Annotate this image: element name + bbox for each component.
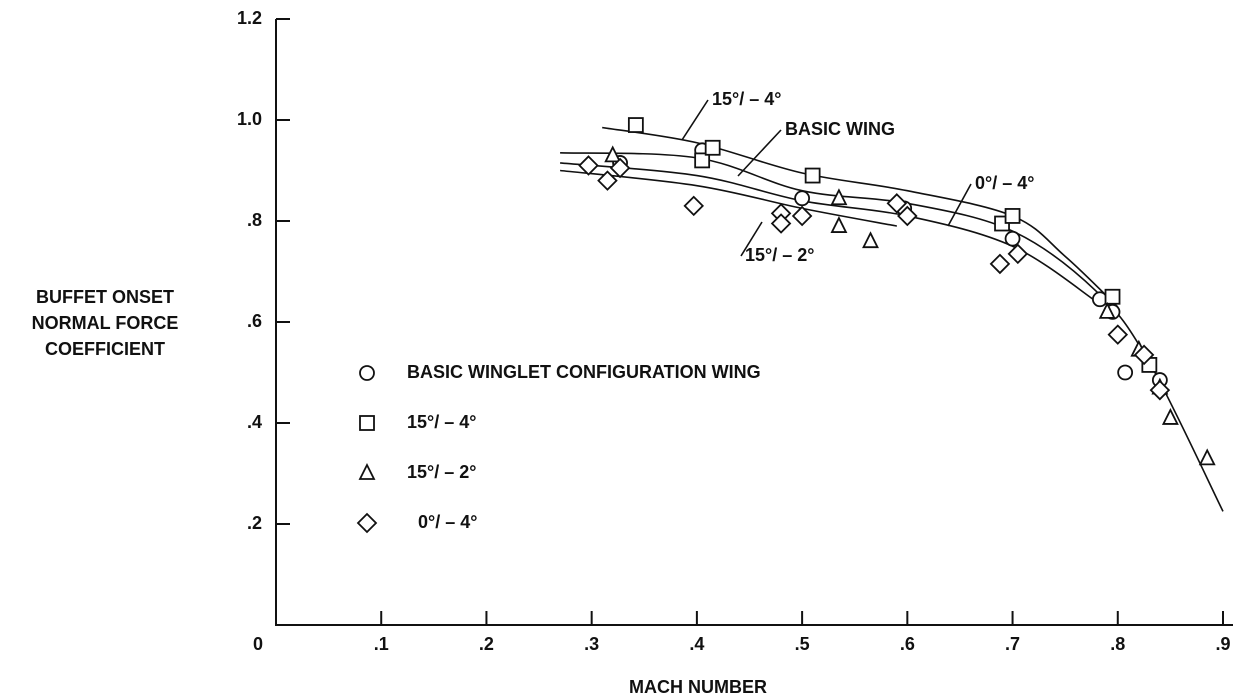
marker	[704, 139, 721, 156]
marker	[597, 170, 618, 191]
marker	[1161, 407, 1179, 425]
marker	[359, 415, 375, 431]
marker	[1107, 324, 1129, 345]
x-tick-label: .7	[1005, 634, 1020, 654]
marker	[1098, 301, 1116, 319]
leader-line	[947, 183, 972, 227]
y-tick-label: .6	[247, 311, 262, 331]
y-tick-label: 1.0	[237, 109, 262, 129]
curve-label: 15°/ – 4°	[712, 89, 781, 109]
leader-line	[740, 221, 763, 257]
marker	[1117, 364, 1134, 381]
marker	[989, 253, 1011, 275]
marker	[1133, 344, 1155, 366]
marker	[627, 117, 644, 133]
axes	[275, 19, 1233, 626]
x-tick-label: .5	[795, 634, 810, 654]
marker	[578, 155, 599, 176]
y-tick-label: .8	[247, 210, 262, 230]
curve-label: BASIC WING	[785, 119, 895, 139]
y-tick-label: .2	[247, 513, 262, 533]
fit-curve	[602, 126, 1119, 308]
marker	[791, 205, 813, 227]
marker	[1149, 379, 1171, 401]
marker	[804, 167, 821, 184]
marker	[1104, 288, 1121, 305]
legend-label: 0°/ – 4°	[418, 512, 477, 532]
marker	[683, 195, 705, 217]
legend-label: 15°/ – 2°	[407, 462, 476, 482]
legend-label: 15°/ – 4°	[407, 412, 476, 432]
y-axis-label: NORMAL FORCE	[32, 313, 179, 333]
legend-label: BASIC WINGLET CONFIGURATION WING	[407, 362, 761, 382]
marker	[862, 231, 879, 249]
x-tick-label: 0	[253, 634, 263, 654]
leader-line	[737, 129, 782, 177]
x-tick-label: .3	[584, 634, 599, 654]
x-tick-label: .6	[900, 634, 915, 654]
y-tick-label: 1.2	[237, 8, 262, 28]
marker	[770, 213, 792, 234]
x-tick-label: .4	[689, 634, 704, 654]
marker	[604, 145, 622, 163]
marker	[1004, 208, 1021, 224]
curve-label: 0°/ – 4°	[975, 173, 1034, 193]
marker	[1004, 230, 1021, 247]
marker	[830, 216, 848, 233]
marker	[359, 365, 375, 381]
fit-curve	[560, 169, 897, 227]
x-tick-label: .9	[1215, 634, 1230, 654]
marker	[694, 152, 711, 169]
curve-label: 15°/ – 2°	[745, 245, 814, 265]
marker	[609, 157, 631, 179]
marker	[897, 205, 918, 227]
y-axis-label: BUFFET ONSET	[36, 287, 174, 307]
marker	[1007, 243, 1029, 265]
marker	[886, 193, 908, 214]
marker	[1198, 448, 1216, 466]
y-axis-label: COEFFICIENT	[45, 339, 165, 359]
marker	[356, 512, 378, 534]
x-axis-label: MACH NUMBER	[629, 677, 767, 697]
leader-line	[681, 99, 709, 141]
marker	[358, 462, 376, 480]
x-tick-label: .2	[479, 634, 494, 654]
x-tick-label: .1	[374, 634, 389, 654]
x-tick-label: .8	[1110, 634, 1125, 654]
marker	[794, 190, 811, 207]
marker	[830, 188, 848, 206]
y-tick-label: .4	[247, 412, 262, 432]
